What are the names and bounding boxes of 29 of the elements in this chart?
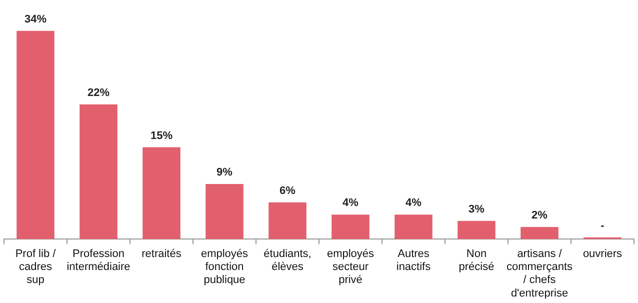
bar xyxy=(332,214,370,240)
data-label: 15% xyxy=(150,130,173,142)
x-tick-label: retraités xyxy=(142,248,182,260)
bar xyxy=(142,147,180,240)
data-label: 4% xyxy=(342,197,359,210)
bar xyxy=(458,220,496,240)
x-tick-label: Profession intermédiaire xyxy=(66,248,130,274)
data-label: 4% xyxy=(406,197,422,210)
data-label: 34% xyxy=(24,13,47,26)
data-label: 9% xyxy=(216,166,233,179)
bar xyxy=(206,184,244,240)
x-tick-label: étudiants, élèves xyxy=(264,248,312,274)
bar xyxy=(16,30,54,240)
data-label: 22% xyxy=(87,86,110,99)
data-label: 2% xyxy=(532,209,548,222)
x-tick-label: artisans / commerçants / chefs d'entreprise xyxy=(506,248,573,300)
bar xyxy=(268,202,306,240)
x-tick-label: Non précisé xyxy=(458,248,494,274)
x-tick-label: employés secteur privé xyxy=(326,248,375,286)
bar xyxy=(80,104,118,240)
data-label: - xyxy=(600,220,605,232)
bar xyxy=(520,226,558,240)
bar xyxy=(394,214,432,240)
x-tick-label: ouvriers xyxy=(582,248,623,260)
data-label: 6% xyxy=(280,184,296,197)
x-tick-label: Autres inactifs xyxy=(396,248,432,274)
x-tick-label: employés fonction publique xyxy=(200,248,249,286)
data-label: 3% xyxy=(468,203,485,216)
x-tick-label: Prof lib / cadres sup xyxy=(15,248,57,286)
